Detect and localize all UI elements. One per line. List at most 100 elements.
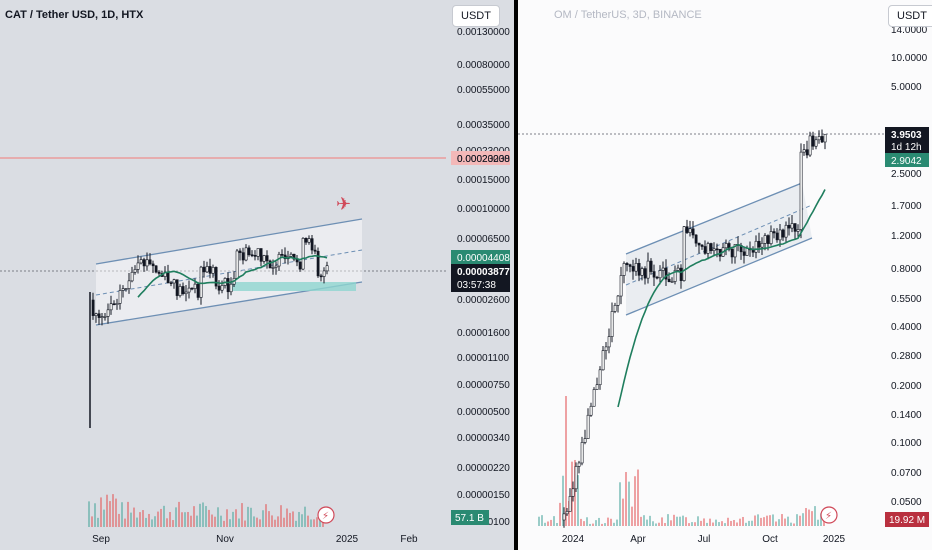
left-volume-bar (301, 514, 303, 527)
left-x-tick-label: Sep (92, 534, 110, 545)
left-price-tag-bg (451, 264, 510, 292)
left-candle-body (100, 316, 104, 318)
left-ma-label: 0.00004408 (457, 253, 510, 264)
right-candle-body (580, 442, 584, 464)
left-volume-bar (211, 514, 213, 527)
left-volume-bar (247, 506, 249, 527)
right-candle-body (769, 231, 773, 244)
left-countdown-label: 03:57:38 (457, 280, 496, 291)
left-candle-body (256, 248, 260, 257)
right-volume-bar (760, 517, 762, 526)
left-volume-bar (238, 518, 240, 527)
left-last-price-label: 0.00003877 (457, 267, 510, 278)
right-volume-bar (583, 521, 585, 526)
right-volume-bar (712, 522, 714, 526)
right-volume-bar (724, 523, 726, 526)
right-candle-body (640, 268, 644, 276)
right-volume-bar (787, 516, 789, 526)
right-candle-body (568, 496, 572, 512)
left-y-tick-label: 0.00000750 (457, 380, 510, 391)
right-chart-pane[interactable]: ⚡ 14.0000 10.0000 5.0000 2.5000 1.7000 1.2000 0… (518, 0, 932, 550)
left-chart-svg[interactable]: ✈ ⚡ 0.00130000 0.00080000 0.00055000 0.000350… (0, 0, 514, 550)
left-candle-body (118, 290, 122, 304)
left-volume-bar (259, 519, 261, 527)
left-volume-bar (154, 516, 156, 527)
left-volume-bar (274, 519, 276, 527)
left-candle-body (274, 265, 278, 268)
right-candle-body (664, 267, 668, 280)
right-volume-bar (622, 498, 624, 526)
left-candle-body (211, 267, 215, 274)
right-volume-bar (751, 520, 753, 526)
left-candle-body (181, 286, 185, 295)
right-y-tick-label: 5.0000 (891, 82, 922, 93)
right-candle-body (655, 276, 659, 279)
left-volume-bar (121, 502, 123, 527)
right-volume-bar (790, 522, 792, 526)
left-candle-body (103, 316, 107, 318)
left-volume-tag-bg (451, 510, 489, 525)
left-candle-body (250, 254, 254, 257)
right-lightning-icon (820, 506, 838, 524)
right-candle-body (586, 414, 590, 439)
right-volume-bar (781, 514, 783, 526)
left-volume-bar (142, 510, 144, 527)
right-candle-body (691, 228, 695, 236)
right-volume-bar (808, 509, 810, 526)
left-volume-bar (169, 511, 171, 527)
right-candle-body (730, 248, 734, 258)
left-candle-body (280, 254, 284, 256)
right-candle-body (751, 249, 755, 253)
left-y-tick-label: 0.00000500 (457, 407, 510, 418)
left-volume-bar (199, 503, 201, 527)
left-volume-bar (277, 516, 279, 527)
right-candle-body (652, 271, 656, 278)
left-currency-button[interactable]: USDT (452, 5, 500, 27)
left-resistance-tag-bg (451, 151, 510, 165)
left-chart-pane[interactable]: ✈ ⚡ 0.00130000 0.00080000 0.00055000 0.000350… (0, 0, 514, 550)
right-candle-body (712, 248, 716, 252)
left-y-tick-label: 0.00055000 (457, 85, 510, 96)
right-volume-bar (655, 523, 657, 526)
right-candle-body (697, 242, 701, 246)
left-y-tick-label: 0.00000150 (457, 490, 510, 501)
right-volume-bar (739, 518, 741, 526)
right-candle-body (607, 336, 611, 348)
right-volume-bar (730, 520, 732, 526)
left-candle-body (244, 247, 248, 261)
right-volume-bar (742, 516, 744, 526)
right-candle-body (604, 346, 608, 351)
right-candle-body (820, 136, 824, 143)
right-candle-body (658, 270, 662, 279)
right-volume-bar (703, 518, 705, 526)
right-candle-body (583, 438, 587, 443)
left-volume-bar (112, 494, 114, 527)
right-volume-bar (745, 522, 747, 526)
right-candle-body (805, 149, 809, 156)
right-chart-svg[interactable]: ⚡ 14.0000 10.0000 5.0000 2.5000 1.7000 1.2000 0… (518, 0, 932, 550)
right-candle-body (796, 229, 800, 232)
right-volume-bar (568, 500, 570, 526)
left-volume-bar (187, 511, 189, 527)
right-volume-bar (778, 519, 780, 526)
right-candle-body (733, 244, 737, 258)
left-volume-bar (202, 502, 204, 527)
left-candle-body (154, 265, 158, 273)
left-candle-body (259, 248, 263, 262)
left-volume-bar (262, 510, 264, 527)
pane-divider[interactable] (514, 0, 518, 550)
right-volume-bar (616, 519, 618, 526)
right-candle-body (673, 270, 677, 282)
left-candle-body (133, 269, 137, 273)
left-candle-body (229, 283, 233, 293)
right-price-tag-bg (885, 127, 929, 154)
right-volume-bar (574, 459, 576, 526)
left-volume-bar (97, 517, 99, 527)
right-candle-body (742, 251, 746, 256)
right-currency-button[interactable]: USDT (888, 5, 932, 27)
right-candle-body (634, 263, 638, 272)
right-volume-bar (565, 396, 567, 526)
left-volume-bar (223, 520, 225, 527)
right-volume-bar (601, 523, 603, 526)
left-volume-bar (118, 513, 120, 527)
